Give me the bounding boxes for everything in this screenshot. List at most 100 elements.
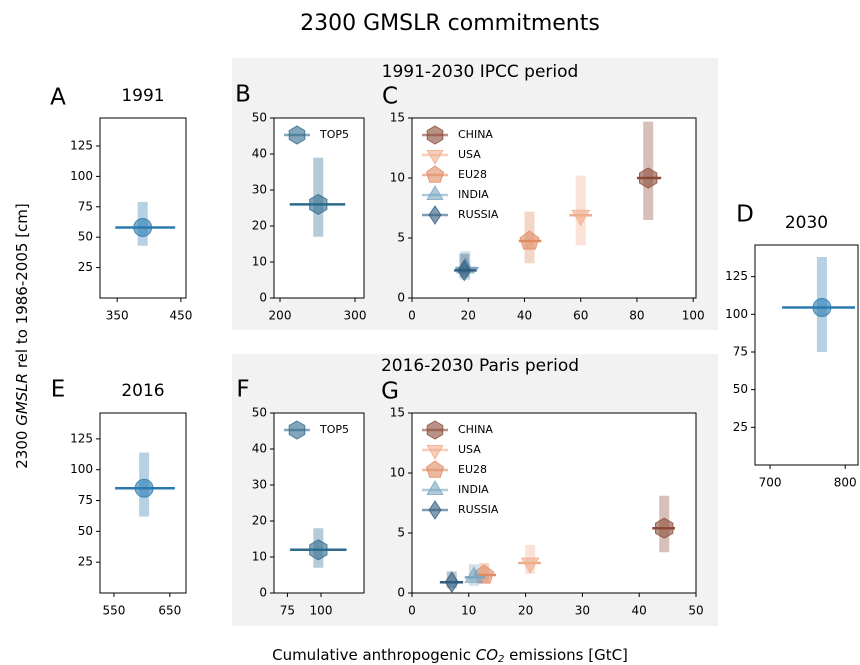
y-tick-label: 75 <box>733 344 748 358</box>
x-tick-label: 100 <box>682 309 705 323</box>
panel-letter: F <box>236 377 249 403</box>
legend-label: USA <box>458 443 481 456</box>
group-title: 1991-2030 IPCC period <box>382 62 579 82</box>
marker <box>457 259 472 282</box>
x-tick-label: 200 <box>269 309 292 323</box>
panel-letter: A <box>50 85 66 111</box>
legend-label: EU28 <box>458 463 487 476</box>
x-tick-label: 100 <box>310 604 333 618</box>
x-tick-label: 80 <box>629 309 644 323</box>
marker <box>812 298 832 318</box>
marker <box>426 125 444 145</box>
marker <box>309 193 328 215</box>
y-tick-label: 50 <box>252 111 267 125</box>
y-tick-label: 15 <box>390 406 405 420</box>
y-tick-label: 10 <box>390 171 405 185</box>
marker <box>571 209 591 227</box>
y-tick-label: 10 <box>252 255 267 269</box>
y-tick-label: 50 <box>78 230 93 244</box>
y-tick-label: 40 <box>252 147 267 161</box>
y-tick-label: 50 <box>78 524 93 538</box>
y-tick-label: 100 <box>725 307 748 321</box>
x-tick-label: 0 <box>408 604 416 618</box>
y-tick-label: 125 <box>725 269 748 283</box>
x-tick-label: 20 <box>461 309 476 323</box>
y-tick-label: 0 <box>259 586 267 600</box>
y-tick-label: 30 <box>252 183 267 197</box>
x-tick-label: 40 <box>517 309 532 323</box>
x-tick-label: 75 <box>280 604 295 618</box>
axes-frame <box>99 117 187 299</box>
legend-label: CHINA <box>458 423 493 436</box>
legend-label: CHINA <box>458 128 493 141</box>
legend-label: TOP5 <box>319 423 349 436</box>
marker <box>425 165 445 183</box>
marker <box>655 517 674 539</box>
x-tick-label: 0 <box>408 309 416 323</box>
x-tick-label: 800 <box>834 476 857 490</box>
y-tick-label: 100 <box>70 169 93 183</box>
y-tick-label: 50 <box>252 406 267 420</box>
panel-title: 2016 <box>121 381 164 401</box>
y-tick-label: 5 <box>397 231 405 245</box>
y-tick-label: 100 <box>70 462 93 476</box>
marker <box>426 480 444 495</box>
x-tick-label: 50 <box>688 604 703 618</box>
y-tick-label: 0 <box>397 291 405 305</box>
marker <box>520 557 540 575</box>
legend-label: USA <box>458 148 481 161</box>
x-tick-label: 300 <box>344 309 367 323</box>
marker <box>428 500 442 520</box>
group-title: 2016-2030 Paris period <box>381 356 579 376</box>
marker <box>444 571 459 594</box>
marker <box>288 125 306 145</box>
x-tick-label: 10 <box>461 604 476 618</box>
x-axis-label: Cumulative anthropogenic CO2 emissions [… <box>272 646 628 665</box>
x-tick-label: 550 <box>103 604 126 618</box>
panel-letter: G <box>381 379 399 405</box>
y-tick-label: 25 <box>78 555 93 569</box>
marker <box>639 167 658 189</box>
y-tick-label: 15 <box>390 111 405 125</box>
marker <box>464 566 484 583</box>
y-tick-label: 20 <box>252 514 267 528</box>
y-axis-label: 2300 GMSLR rel to 1986-2005 [cm] <box>13 203 31 469</box>
axes-frame <box>99 412 187 594</box>
y-tick-label: 25 <box>733 420 748 434</box>
legend-label: RUSSIA <box>458 503 499 516</box>
panel-letter: D <box>736 202 754 228</box>
axes-frame <box>273 412 365 594</box>
legend-label: RUSSIA <box>458 208 499 221</box>
x-tick-label: 350 <box>106 309 129 323</box>
y-tick-label: 125 <box>70 138 93 152</box>
y-tick-label: 10 <box>390 466 405 480</box>
marker <box>426 420 444 440</box>
panel-title: 1991 <box>121 86 164 106</box>
y-tick-label: 50 <box>733 382 748 396</box>
marker <box>133 217 153 237</box>
x-tick-label: 700 <box>759 476 782 490</box>
y-tick-label: 10 <box>252 550 267 564</box>
y-tick-label: 20 <box>252 219 267 233</box>
figure-title: 2300 GMSLR commitments <box>300 11 600 36</box>
x-tick-label: 450 <box>169 309 192 323</box>
x-tick-label: 30 <box>575 604 590 618</box>
y-tick-label: 0 <box>259 291 267 305</box>
legend-label: INDIA <box>458 188 489 201</box>
marker <box>428 205 442 225</box>
panel-letter: E <box>51 377 66 403</box>
panel-letter: B <box>235 82 251 108</box>
marker <box>309 539 328 561</box>
x-tick-label: 20 <box>518 604 533 618</box>
y-tick-label: 75 <box>78 493 93 507</box>
marker <box>134 478 154 498</box>
panel-title: 2030 <box>785 213 828 233</box>
legend-label: EU28 <box>458 168 487 181</box>
panel-letter: C <box>382 84 398 110</box>
marker <box>426 150 444 165</box>
axes-frame <box>411 412 697 594</box>
marker <box>288 420 306 440</box>
axes-frame <box>754 244 859 466</box>
x-tick-label: 650 <box>158 604 181 618</box>
